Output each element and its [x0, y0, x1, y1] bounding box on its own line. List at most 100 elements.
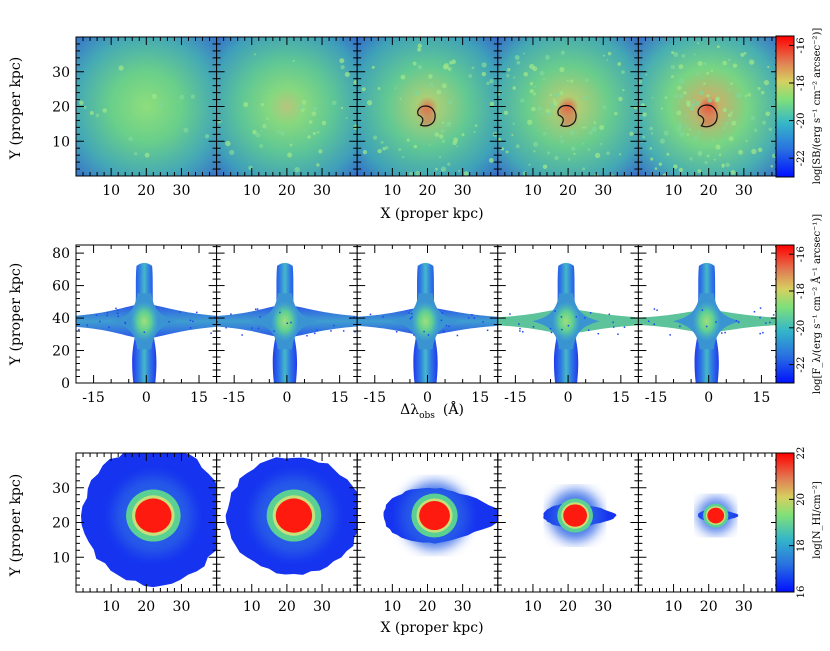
spec-speck	[765, 322, 767, 324]
spec-speck	[715, 321, 717, 323]
sb-image	[638, 37, 780, 176]
sb-speck	[183, 127, 189, 133]
x-tick-label: 10	[102, 599, 120, 615]
sb-speck	[585, 78, 589, 83]
spec-speck	[251, 327, 253, 329]
sb-speck	[260, 102, 265, 107]
spec-image	[497, 245, 639, 383]
y-tick-label: 20	[52, 516, 70, 532]
sb-speck	[584, 126, 587, 129]
sb-speck	[366, 100, 373, 106]
sb-speck	[688, 128, 691, 131]
sb-speck	[345, 117, 348, 120]
sb-speck	[331, 100, 337, 106]
nhi-panel-3: 10 20 30	[356, 452, 499, 615]
x-tick-label: 20	[700, 183, 718, 199]
colorbar-tick-label: -16	[796, 37, 807, 53]
sb-panel-5: 10 20 30	[637, 36, 780, 199]
spec-core	[270, 301, 299, 342]
spec-panel-4: -15 0 15	[497, 244, 639, 406]
sb-speck	[582, 142, 585, 145]
nhi-panel-2: 10 20 30	[216, 452, 358, 615]
sb-speck	[638, 78, 643, 85]
sb-speck	[545, 55, 550, 60]
sb-speck	[738, 149, 744, 155]
spec-speck	[411, 316, 413, 318]
sb-speck	[377, 87, 381, 90]
x-tick-label: 10	[102, 183, 120, 199]
spec-speck	[519, 327, 521, 330]
spec-speck	[256, 308, 259, 310]
x-tick-label: 10	[383, 599, 401, 615]
sb-speck	[732, 63, 738, 68]
y-tick-label: 80	[52, 246, 70, 262]
sb-speck	[545, 127, 548, 130]
spec-speck	[116, 312, 119, 315]
sb-speck	[444, 89, 448, 93]
sb-speck	[771, 153, 777, 159]
spec-speck	[440, 319, 443, 322]
sb-speck	[523, 71, 529, 77]
spec-speck	[647, 320, 650, 323]
sb-core	[417, 105, 436, 126]
sb-speck	[553, 101, 558, 106]
sb-speck	[435, 167, 438, 171]
sb-speck	[649, 126, 654, 131]
spec-speck	[737, 321, 740, 324]
spec-speck	[230, 313, 232, 315]
sb-speck	[728, 118, 731, 121]
sb-speck	[507, 67, 511, 72]
xlabel-middle-sub: obs	[419, 411, 435, 421]
x-tick-label: 30	[313, 599, 331, 615]
colorbar-label-top: log[SB/(erg s⁻¹ cm⁻² arcsec⁻²)]	[812, 28, 823, 185]
sb-speck	[471, 66, 475, 70]
x-tick-label: 15	[331, 390, 349, 406]
sb-speck	[677, 123, 683, 129]
sb-speck	[225, 140, 231, 147]
nhi-panel-5: 10 20 30	[637, 452, 780, 615]
sb-speck	[533, 92, 536, 96]
sb-speck	[287, 152, 293, 158]
sb-speck	[676, 110, 682, 116]
sb-speck	[768, 127, 773, 132]
sb-speck	[134, 152, 138, 156]
y-tick-label: 30	[52, 65, 70, 81]
spec-speck	[189, 327, 192, 329]
sb-speck	[711, 138, 714, 142]
spec-speck	[117, 315, 119, 318]
sb-speck	[144, 152, 150, 158]
sb-speck	[593, 121, 597, 124]
sb-speck	[666, 152, 670, 156]
sb-speck	[579, 98, 582, 101]
sb-speck	[543, 131, 547, 136]
sb-speck	[560, 139, 564, 144]
spec-speck	[471, 313, 473, 316]
sb-speck	[740, 52, 745, 57]
sb-speck	[217, 119, 222, 124]
ylabel-bottom: Y (proper kpc)	[8, 474, 24, 577]
sb-speck	[670, 64, 676, 70]
sb-contour	[697, 104, 718, 128]
sb-speck	[537, 106, 543, 112]
sb-speck	[547, 151, 551, 155]
sb-speck	[417, 47, 422, 52]
sb-speck	[120, 184, 123, 187]
sb-speck	[497, 137, 502, 142]
nhi-core	[707, 507, 725, 524]
sb-speck	[489, 79, 494, 84]
sb-speck	[743, 51, 747, 55]
spec-speck	[395, 331, 398, 333]
spec-speck	[769, 321, 771, 324]
sb-speck	[344, 71, 350, 77]
sb-speck	[696, 72, 700, 76]
sb-speck	[488, 158, 494, 163]
colorbar-tick-label: -20	[796, 113, 807, 129]
spec-speck	[509, 313, 511, 315]
sb-speck	[629, 131, 634, 136]
sb-speck	[765, 111, 771, 117]
sb-speck	[128, 136, 134, 142]
sb-speck	[303, 129, 306, 132]
sb-speck	[413, 144, 418, 149]
spec-speck	[612, 326, 615, 328]
sb-speck	[549, 93, 553, 97]
